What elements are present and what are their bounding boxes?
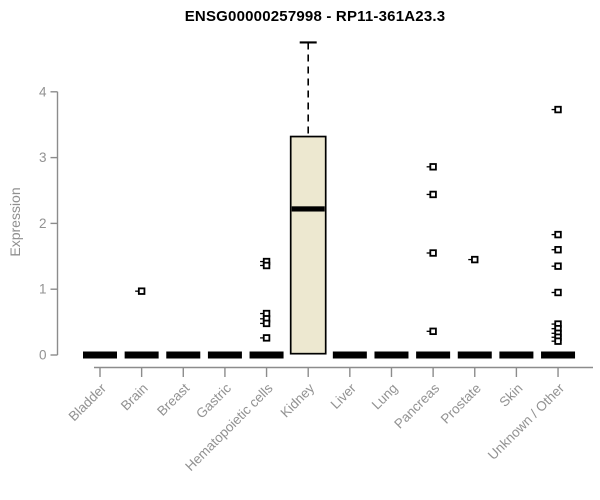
y-tick-label: 1 [39,282,47,297]
flat-zero-bar [416,351,451,359]
outlier-point [554,262,562,270]
outlier-point [137,287,146,295]
x-category-label: Unknown / Other [485,380,568,463]
median-line [291,206,325,212]
outlier-point [554,230,562,239]
flat-zero-bar [83,351,117,359]
flat-zero-bar [541,351,576,359]
flat-zero-bar [249,351,284,359]
outlier-point [554,288,562,297]
chart-title: ENSG00000257998 - RP11-361A23.3 [184,8,446,25]
flat-zero-bar [207,351,242,359]
x-category-label: Gastric [193,380,234,421]
outlier-point [554,337,562,345]
outlier-point [262,261,271,270]
flat-zero-bar [124,351,159,359]
box [289,135,327,355]
x-category-label: Breast [154,380,192,418]
outlier-point [429,190,437,199]
outlier-point [554,246,562,254]
x-category-label: Lung [369,381,401,413]
outlier-point [554,105,562,114]
x-category-label: Pancreas [391,380,442,431]
flat-zero-bar [499,351,534,359]
y-tick-label: 4 [39,84,47,99]
x-category-label: Skin [496,381,525,410]
x-category-label: Kidney [278,380,318,420]
outlier-point [429,249,437,257]
flat-zero-bar [374,351,409,359]
y-tick-label: 3 [39,150,47,165]
outlier-point [429,327,437,336]
outlier-point [262,319,271,328]
x-category-label: Bladder [66,380,110,424]
outlier-point [262,334,271,342]
x-category-label: Liver [328,380,360,412]
x-category-label: Prostate [438,381,484,427]
y-tick-label: 0 [39,348,47,363]
y-tick-label: 2 [39,216,47,231]
flat-zero-bar [166,351,201,359]
flat-zero-bar [457,351,492,359]
x-category-label: Brain [118,381,151,414]
outlier-point [429,163,437,171]
flat-zero-bar [332,351,367,359]
outlier-point [471,255,479,264]
